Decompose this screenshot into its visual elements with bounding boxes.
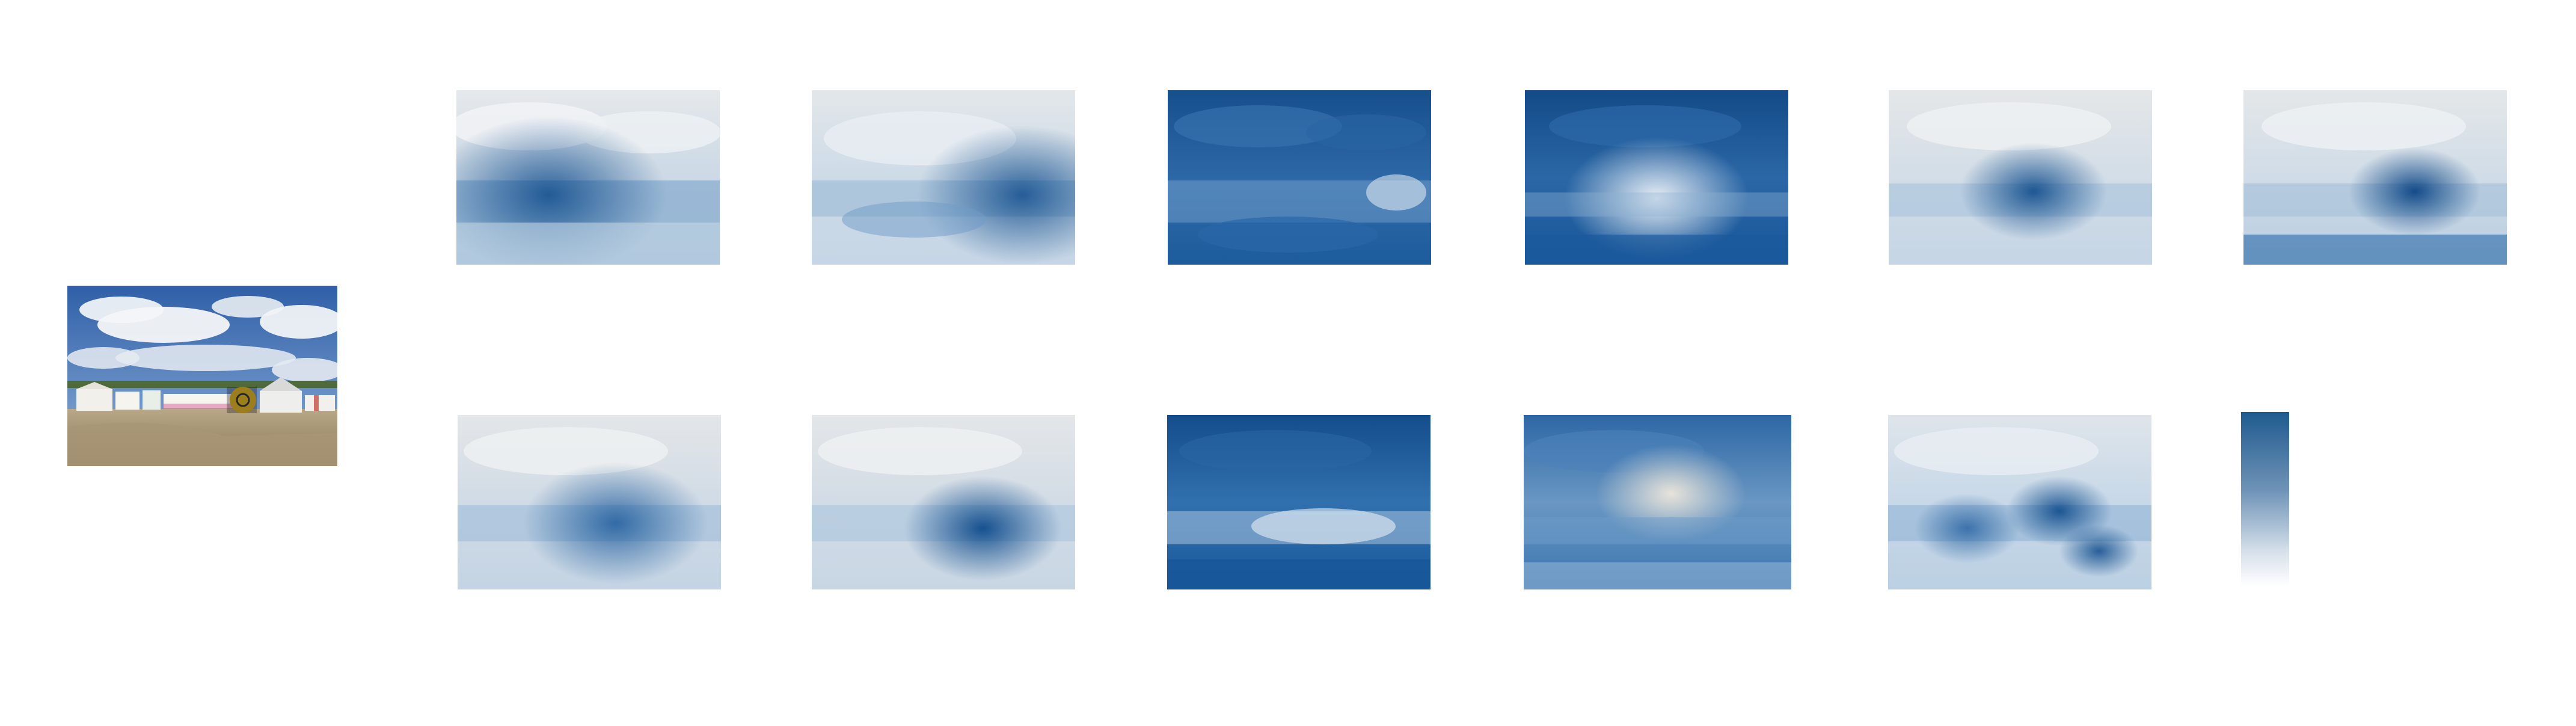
heatmap-graphic (812, 415, 1075, 589)
heatmap-panel-top-6 (2243, 90, 2507, 265)
heatmap-graphic (812, 90, 1075, 265)
original-photo-graphic (67, 286, 337, 466)
heatmap-panel-bottom-4 (1524, 415, 1791, 589)
heatmap-panel-bottom-1 (458, 415, 721, 589)
heatmap-graphic (1889, 90, 2152, 265)
original-photo (67, 286, 337, 466)
colorbar (2241, 412, 2289, 586)
heatmap-panel-bottom-3 (1167, 415, 1431, 589)
heatmap-panel-top-1 (456, 90, 720, 265)
heatmap-panel-top-4 (1525, 90, 1788, 265)
heatmap-panel-top-5 (1889, 90, 2152, 265)
heatmap-graphic (2243, 90, 2507, 265)
heatmap-graphic (1168, 90, 1431, 265)
heatmap-panel-bottom-5 (1888, 415, 2151, 589)
heatmap-panel-top-3 (1168, 90, 1431, 265)
heatmap-graphic (458, 415, 721, 589)
heatmap-panel-bottom-2 (812, 415, 1075, 589)
heatmap-graphic (1167, 415, 1431, 589)
heatmap-graphic (1525, 90, 1788, 265)
heatmap-graphic (1888, 415, 2151, 589)
heatmap-graphic (1524, 415, 1791, 589)
heatmap-panel-top-2 (812, 90, 1075, 265)
heatmap-graphic (456, 90, 720, 265)
colorbar-gradient (2241, 412, 2289, 586)
